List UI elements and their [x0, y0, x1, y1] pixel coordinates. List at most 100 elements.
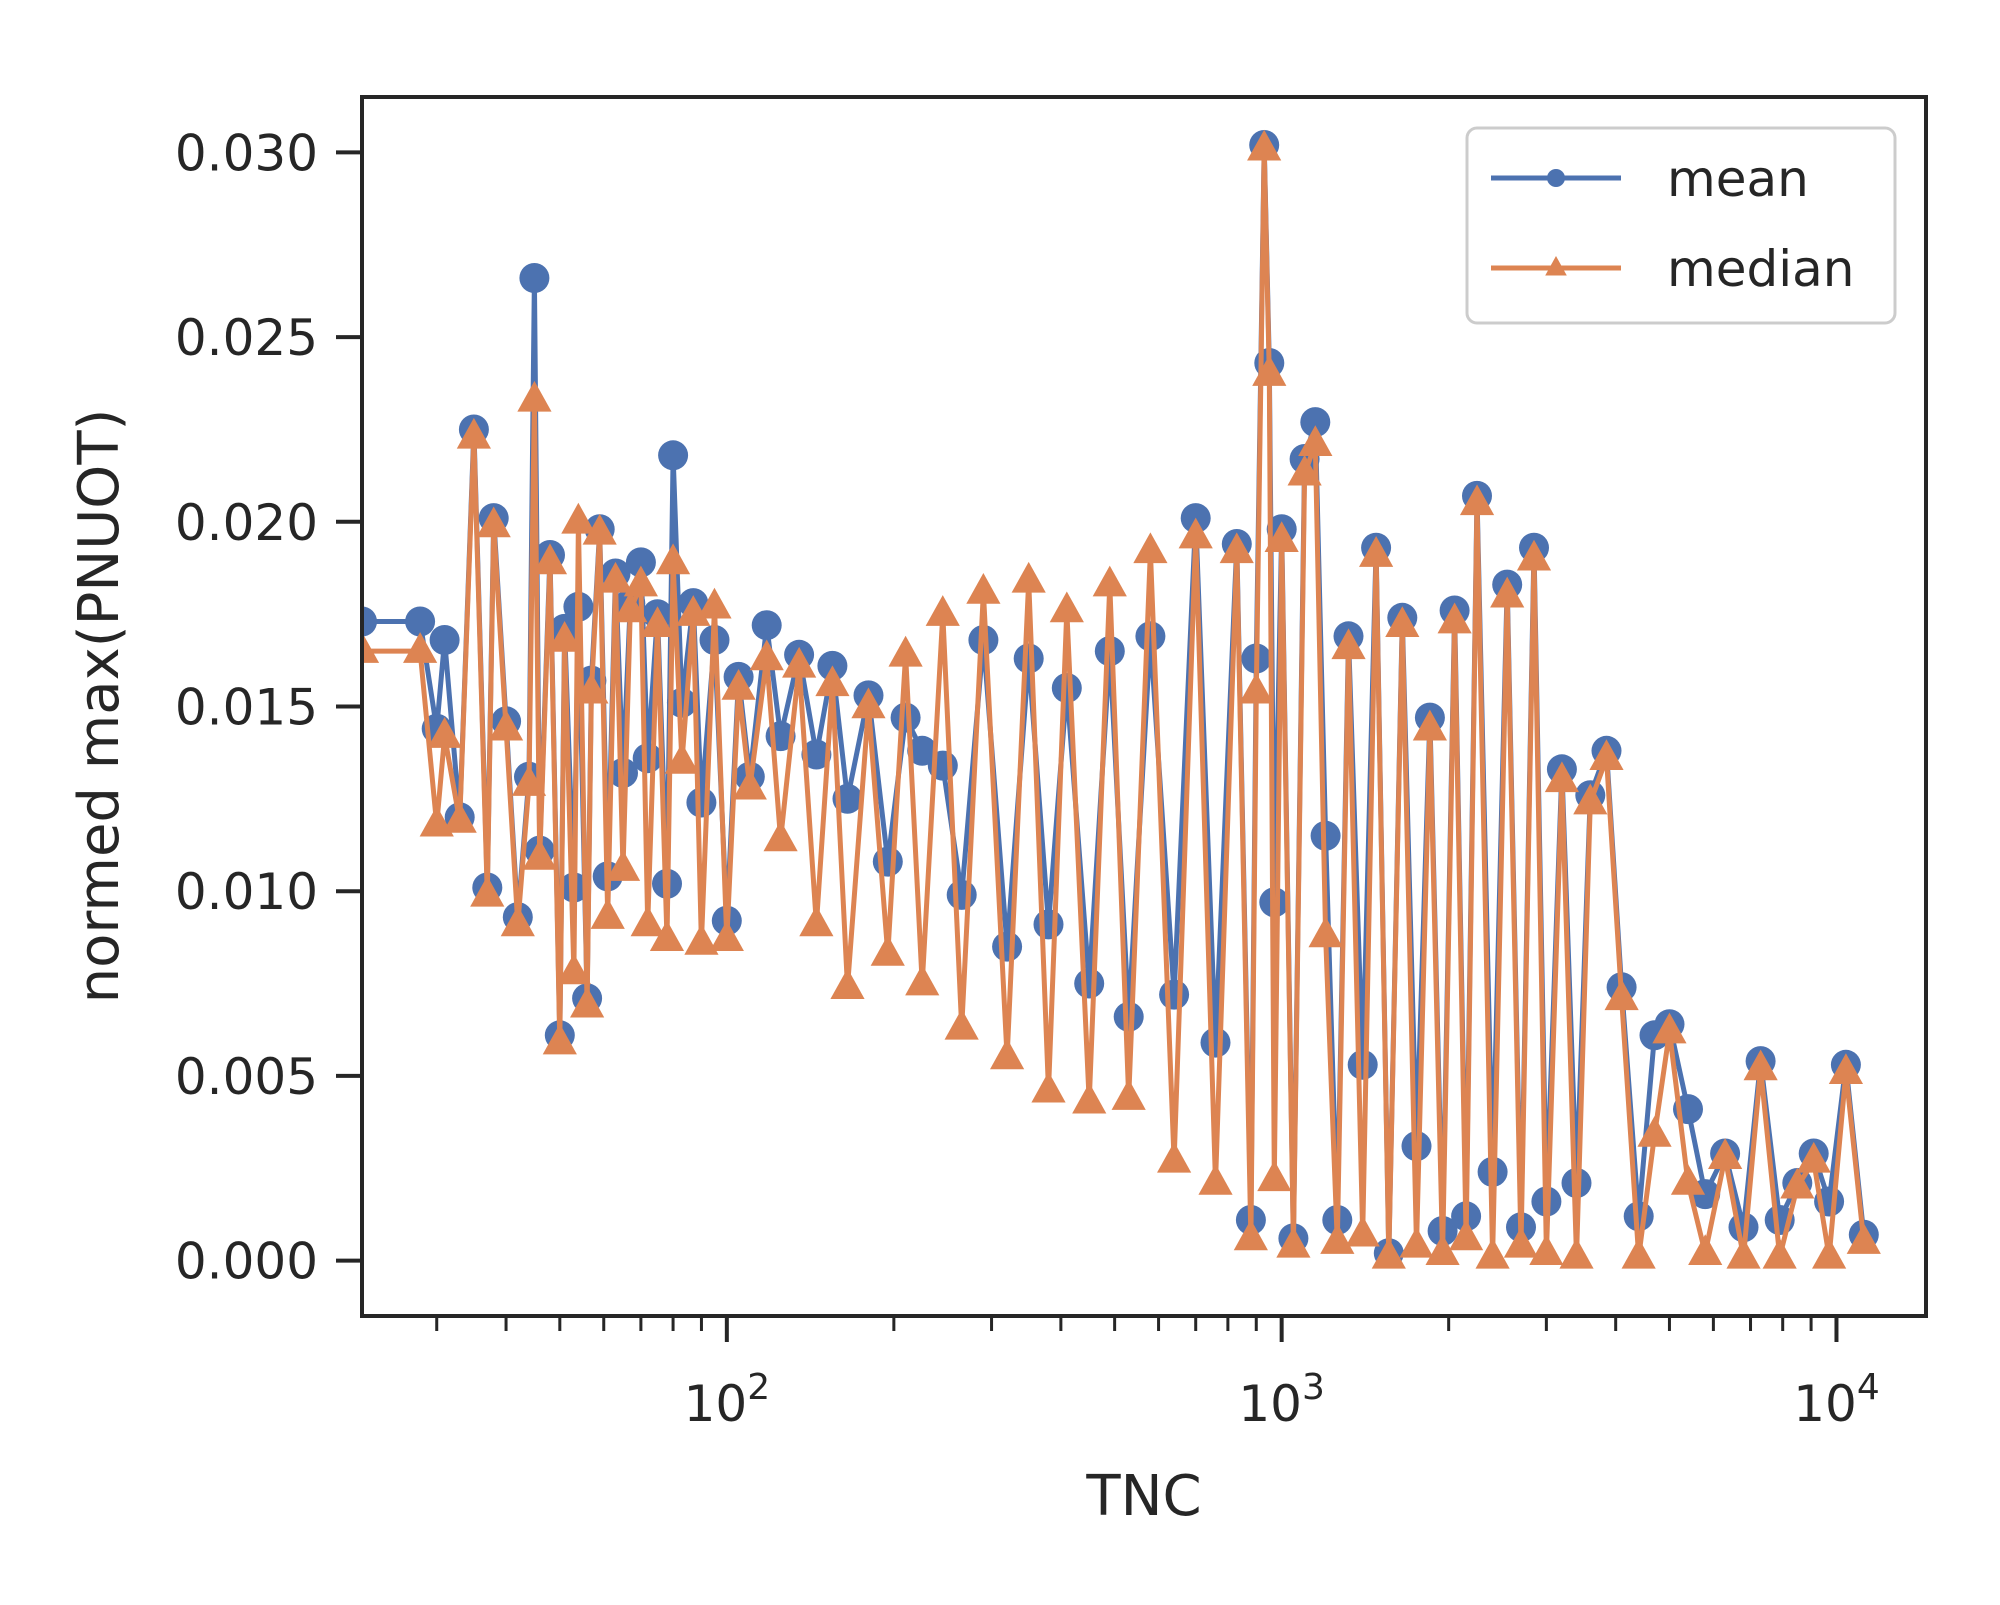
data-point-median: [944, 1008, 979, 1040]
data-point-median: [517, 380, 552, 412]
data-point-mean: [632, 743, 663, 774]
data-point-median: [1385, 606, 1420, 638]
data-point-median: [905, 964, 940, 996]
data-point-mean: [405, 606, 436, 637]
data-point-median: [925, 595, 960, 626]
data-point-median: [888, 635, 923, 667]
data-point-median: [1448, 1219, 1484, 1251]
data-point-median: [664, 742, 700, 774]
data-point-median: [1298, 425, 1333, 457]
data-point-median: [1198, 1164, 1233, 1195]
data-point-median: [1544, 761, 1580, 793]
data-point-mean: [1074, 968, 1105, 999]
data-point-median: [1604, 979, 1639, 1011]
data-point-median: [1743, 1049, 1778, 1081]
data-point-median: [763, 820, 798, 852]
x-tick-label: 102: [684, 1367, 771, 1433]
x-tick-label: 104: [1793, 1367, 1880, 1433]
data-point-mean: [625, 547, 656, 578]
data-point-median: [561, 502, 596, 534]
data-point-mean: [751, 610, 782, 641]
y-tick-label: 0.000: [175, 1233, 318, 1291]
data-point-median: [1828, 1053, 1864, 1084]
data-point-median: [623, 565, 658, 597]
data-point-median: [1812, 1237, 1847, 1269]
data-point-mean: [1051, 673, 1082, 703]
legend-label-mean: mean: [1667, 150, 1809, 208]
data-point-mean: [658, 440, 689, 471]
data-point-median: [470, 875, 505, 907]
data-point-median: [1133, 532, 1168, 564]
data-point-median: [582, 513, 617, 545]
data-point-median: [990, 1038, 1025, 1070]
data-point-mean: [1113, 1001, 1144, 1032]
data-point-median: [684, 923, 719, 955]
data-point-median: [1219, 532, 1254, 564]
series-layer: [362, 129, 1881, 1269]
y-tick-label: 0.020: [175, 494, 318, 552]
data-point-mean: [429, 625, 460, 655]
data-point-median: [1516, 539, 1552, 571]
data-point-median: [590, 898, 625, 929]
data-point-median: [851, 687, 886, 719]
data-point-median: [1276, 1226, 1311, 1258]
data-point-median: [1072, 1082, 1107, 1114]
data-point-median: [815, 665, 850, 697]
y-tick-label: 0.005: [175, 1048, 318, 1106]
data-point-median: [709, 920, 744, 951]
data-point-median: [547, 621, 582, 652]
data-point-mean: [946, 879, 977, 910]
data-point-median: [1287, 454, 1322, 486]
data-point-median: [1308, 916, 1343, 948]
data-point-median: [1762, 1237, 1797, 1269]
data-point-median: [1111, 1079, 1146, 1110]
data-point-median: [1437, 602, 1472, 634]
x-axis-label: TNC: [1085, 1464, 1201, 1529]
data-point-median: [697, 587, 732, 619]
y-tick-label: 0.030: [175, 124, 318, 182]
legend-entry-mean: mean: [1491, 150, 1809, 208]
data-point-median: [1252, 355, 1287, 386]
data-point-median: [1233, 1219, 1268, 1251]
data-point-median: [1425, 1234, 1460, 1265]
x-tick-label: 103: [1238, 1367, 1325, 1433]
data-point-median: [1589, 739, 1624, 770]
data-point-median: [532, 543, 568, 575]
data-point-median: [1796, 1141, 1831, 1173]
data-point-median: [542, 1023, 577, 1055]
data-point-median: [1345, 1215, 1380, 1247]
data-point-median: [799, 905, 834, 937]
data-point-median: [574, 672, 609, 704]
data-point-median: [1475, 1237, 1510, 1269]
data-point-mean: [801, 739, 832, 770]
data-point-mean: [1200, 1027, 1231, 1058]
data-point-median: [605, 850, 641, 881]
data-point-median: [1247, 129, 1282, 161]
data-point-mean: [1159, 979, 1190, 1010]
data-point-median: [1670, 1164, 1706, 1195]
data-point-median: [476, 506, 511, 538]
data-point-mean: [1347, 1049, 1378, 1080]
data-point-median: [966, 572, 1001, 604]
data-point-median: [1490, 576, 1525, 608]
data-point-median: [1573, 783, 1608, 815]
data-point-median: [1331, 628, 1366, 660]
data-point-median: [1399, 1226, 1434, 1258]
data-point-median: [1846, 1223, 1881, 1254]
y-axis: 0.000 0.005 0.010 0.015 0.020 0.025 0.030: [175, 124, 362, 1291]
x-axis: 102 103 104: [435, 1316, 1880, 1433]
data-point-median: [1092, 565, 1127, 597]
data-point-median: [1011, 561, 1046, 593]
data-point-median: [640, 606, 675, 638]
data-point-median: [500, 905, 535, 937]
data-point-median: [1412, 709, 1447, 741]
data-point-median: [456, 417, 491, 449]
data-point-median: [1459, 484, 1495, 516]
data-point-median: [630, 905, 665, 937]
data-point-median: [1780, 1167, 1815, 1199]
data-point-mean: [890, 702, 921, 733]
data-point-median: [1652, 1012, 1687, 1044]
data-point-median: [1688, 1234, 1723, 1265]
data-point-median: [1178, 517, 1213, 549]
data-point-median: [655, 543, 691, 575]
